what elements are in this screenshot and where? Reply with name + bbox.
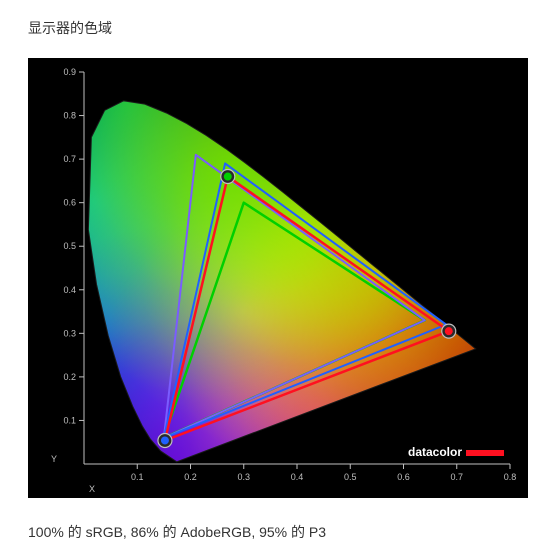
svg-text:0.3: 0.3 — [63, 328, 76, 338]
svg-text:0.6: 0.6 — [397, 472, 410, 482]
svg-text:0.5: 0.5 — [63, 241, 76, 251]
svg-text:X: X — [89, 484, 95, 494]
svg-text:0.4: 0.4 — [63, 285, 76, 295]
gamut-chart: 0.1 0.2 0.3 0.4 0.5 0.6 0.7 0.8 0.1 0.2 0.3 0.4 0.5 0… — [28, 58, 528, 498]
gamut-caption: 100% 的 sRGB, 86% 的 AdobeRGB, 95% 的 P3 — [28, 522, 531, 542]
page-title: 显示器的色域 — [28, 18, 531, 38]
svg-text:0.7: 0.7 — [63, 154, 76, 164]
svg-text:0.2: 0.2 — [63, 372, 76, 382]
vertex-marker-dot — [161, 436, 169, 444]
svg-text:0.9: 0.9 — [63, 67, 76, 77]
watermark-text: datacolor — [408, 445, 462, 459]
svg-text:0.3: 0.3 — [237, 472, 250, 482]
svg-text:0.4: 0.4 — [291, 472, 304, 482]
vertex-marker-dot — [224, 173, 232, 181]
vertex-marker-dot — [445, 327, 453, 335]
svg-text:0.8: 0.8 — [63, 111, 76, 121]
svg-text:0.2: 0.2 — [184, 472, 197, 482]
svg-text:0.5: 0.5 — [344, 472, 357, 482]
svg-text:Y: Y — [51, 454, 57, 464]
svg-text:0.1: 0.1 — [131, 472, 144, 482]
svg-text:0.6: 0.6 — [63, 198, 76, 208]
watermark-bar — [466, 450, 504, 456]
svg-text:0.8: 0.8 — [504, 472, 517, 482]
svg-text:0.1: 0.1 — [63, 415, 76, 425]
svg-text:0.7: 0.7 — [450, 472, 463, 482]
